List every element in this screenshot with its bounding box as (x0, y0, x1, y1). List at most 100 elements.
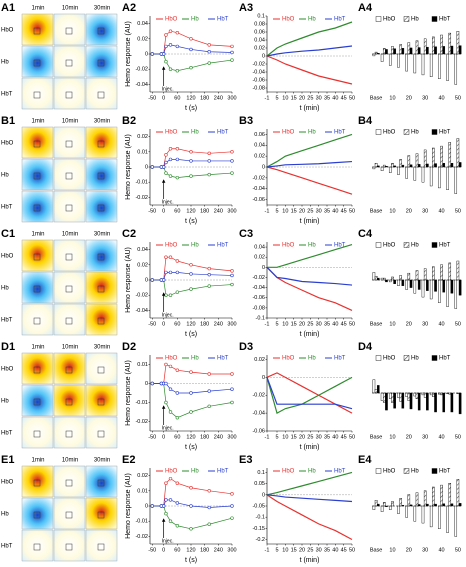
panel-label: B4 (358, 115, 373, 127)
legend-label: Hb (411, 130, 419, 136)
series-marker (230, 269, 234, 273)
roi-box (65, 430, 73, 438)
heatmap-cell (21, 465, 54, 498)
legend-label: Hb (411, 356, 419, 362)
legend-swatch (431, 16, 438, 22)
heatmap-cell (85, 190, 118, 223)
series-line (266, 494, 353, 503)
x-tick-label: Base (370, 434, 383, 440)
series-line (266, 376, 353, 415)
series-marker (175, 481, 180, 485)
x-tick-label: 60 (174, 434, 180, 440)
y-tick-label: 0 (262, 375, 265, 381)
legend-swatch (431, 129, 438, 135)
legend-swatch (403, 468, 410, 474)
x-tick-label: 10 (389, 547, 395, 553)
legend-label: Hb (308, 469, 316, 475)
y-tick-label: 0.02 (254, 357, 265, 363)
legend-swatch (375, 16, 382, 22)
roi-box (97, 140, 105, 148)
series-marker (189, 410, 193, 414)
legend-swatch (375, 129, 382, 135)
bar (382, 164, 386, 168)
heatmap-cell (21, 45, 54, 78)
roi-box (97, 59, 105, 67)
x-tick-label: 10 (282, 547, 288, 553)
bar (374, 500, 378, 507)
x-tick-label: 30 (422, 434, 428, 440)
bar (442, 392, 446, 413)
heatmap-cell (53, 529, 86, 562)
legend-label: Hb (191, 17, 199, 23)
series-marker (189, 527, 193, 531)
x-tick-label: 50 (455, 547, 461, 553)
bar (374, 51, 378, 55)
x-tick-label: 25 (307, 208, 313, 214)
y-axis-label: Hemo response (AU) (125, 247, 132, 313)
legend-label: HbO (383, 243, 396, 249)
x-tick-label: 15 (291, 95, 297, 101)
heatmap-cell (21, 126, 54, 159)
roi-box (97, 204, 105, 212)
x-tick-label: 240 (214, 434, 223, 440)
bar (374, 276, 378, 281)
roi-box (65, 317, 73, 325)
x-tick-label: 10 (282, 95, 288, 101)
legend-swatch (403, 242, 410, 248)
bar (391, 392, 394, 403)
roi-box (33, 204, 41, 212)
y-tick-label: 0.04 (254, 245, 265, 251)
series-marker (207, 61, 211, 65)
heatmap-cell (53, 271, 86, 304)
x-tick-label: 5 (275, 321, 278, 327)
bar (388, 166, 392, 173)
series-marker (164, 59, 168, 64)
series-line (152, 279, 233, 296)
row-label: HbT (1, 205, 13, 211)
series-marker (175, 44, 180, 49)
x-tick-label: 30 (316, 434, 322, 440)
x-tick-label: 40 (438, 547, 444, 553)
y-tick-label: -0.1 (256, 315, 265, 321)
legend-label: HbO (383, 130, 396, 136)
bar (391, 276, 394, 281)
series-marker (189, 370, 193, 374)
legend-label: HbO (165, 243, 178, 249)
bar (376, 385, 380, 394)
y-tick-label: -0.01 (135, 400, 148, 406)
bar (397, 279, 400, 286)
bar (429, 505, 433, 528)
legend-label: HbT (334, 17, 346, 23)
x-tick-label: 300 (227, 434, 236, 440)
column-label: 30min (94, 119, 110, 125)
series-marker (230, 58, 234, 62)
heatmap-cell (21, 239, 54, 272)
bar (458, 392, 462, 415)
row-label: HbT (1, 318, 13, 324)
annotation: Injec. (162, 538, 174, 544)
legend-label: HbT (217, 130, 229, 136)
legend-label: Hb (411, 243, 419, 249)
panel-label: E2 (122, 454, 135, 466)
bar (388, 53, 392, 66)
series-marker (168, 270, 173, 275)
y-tick-label: 0 (145, 503, 148, 509)
x-tick-label: 50 (349, 208, 355, 214)
column-label: 30min (94, 458, 110, 464)
bar (454, 166, 458, 194)
x-axis-label: t (min) (300, 331, 320, 338)
roi-box (33, 172, 41, 180)
x-tick-label: 20 (299, 208, 305, 214)
series-marker (164, 255, 168, 259)
series-marker (175, 368, 180, 372)
heatmap-cell (85, 126, 118, 159)
bar (409, 164, 413, 168)
heatmap-cell (53, 158, 86, 191)
x-tick-label: 20 (406, 547, 412, 553)
series-marker (207, 389, 211, 393)
series-line (266, 133, 353, 168)
panel-label: A1 (1, 2, 15, 14)
y-tick-label: 0 (145, 164, 148, 170)
series-marker (189, 486, 193, 490)
heatmap-cell (21, 190, 54, 223)
